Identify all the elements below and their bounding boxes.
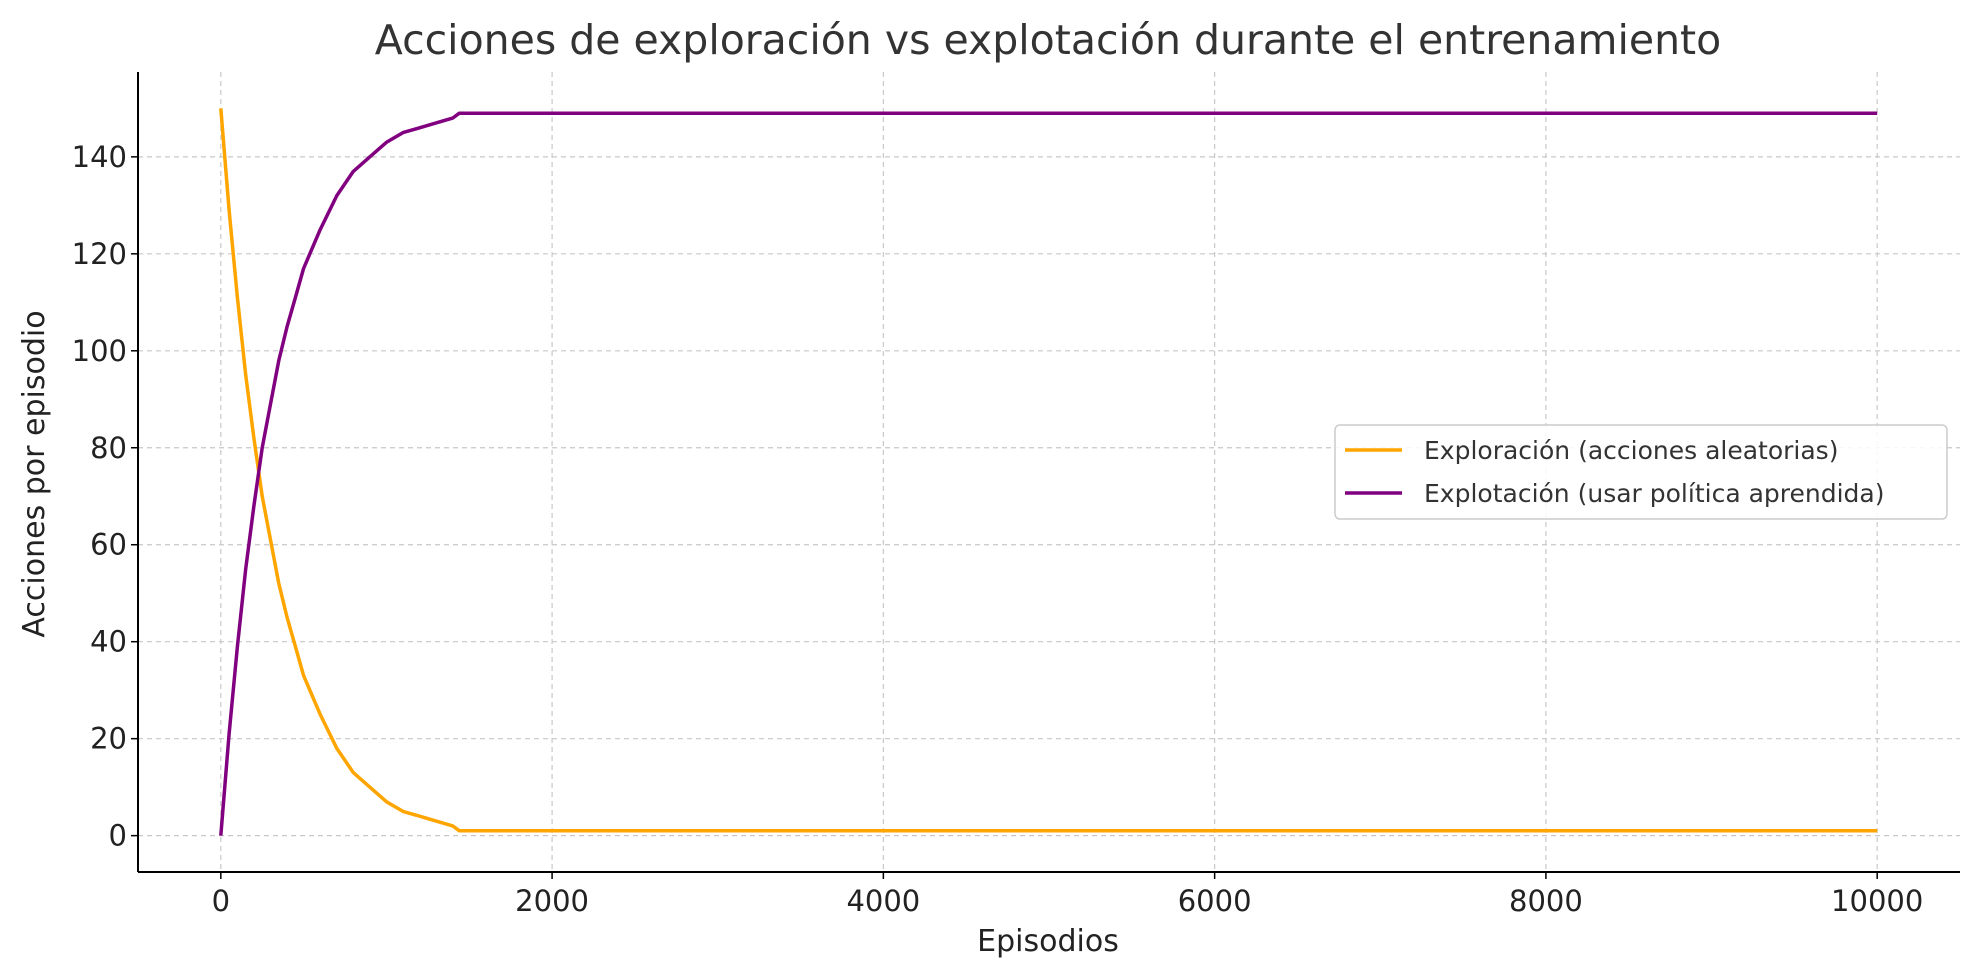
y-tick-label-120: 120: [72, 237, 127, 271]
axes: [131, 72, 1960, 879]
x-axis-label: Episodios: [977, 924, 1119, 959]
x-tick-label-8000: 8000: [1509, 884, 1583, 918]
x-tick-label-4000: 4000: [846, 884, 920, 918]
legend: Exploración (acciones aleatorias) Explot…: [1334, 424, 1948, 520]
legend-box: [1334, 424, 1948, 520]
chart-title: Acciones de exploración vs explotación d…: [375, 16, 1721, 64]
series-line-explotacion: [219, 111, 1878, 836]
series-line-exploracion: [219, 108, 1878, 833]
legend-label-explotacion: Explotación (usar política aprendida): [1424, 479, 1885, 508]
y-tick-label-20: 20: [90, 722, 127, 756]
y-tick-label-0: 0: [109, 819, 127, 853]
x-tick-label-0: 0: [212, 884, 230, 918]
x-tick-label-2000: 2000: [515, 884, 589, 918]
tick-labels: 0 2000 4000 6000 8000 10000 0 20 40 60 80 100 120 140: [72, 140, 1924, 918]
y-tick-label-80: 80: [90, 431, 127, 465]
y-axis-label: Acciones por episodio: [17, 310, 52, 637]
legend-label-exploracion: Exploración (acciones aleatorias): [1424, 436, 1838, 465]
x-tick-label-10000: 10000: [1831, 884, 1923, 918]
y-tick-label-60: 60: [90, 528, 127, 562]
y-tick-label-40: 40: [90, 625, 127, 659]
y-tick-label-140: 140: [72, 140, 127, 174]
y-tick-label-100: 100: [72, 334, 127, 368]
grid-lines: [138, 72, 1960, 872]
x-tick-label-6000: 6000: [1178, 884, 1252, 918]
data-series: [219, 108, 1878, 836]
